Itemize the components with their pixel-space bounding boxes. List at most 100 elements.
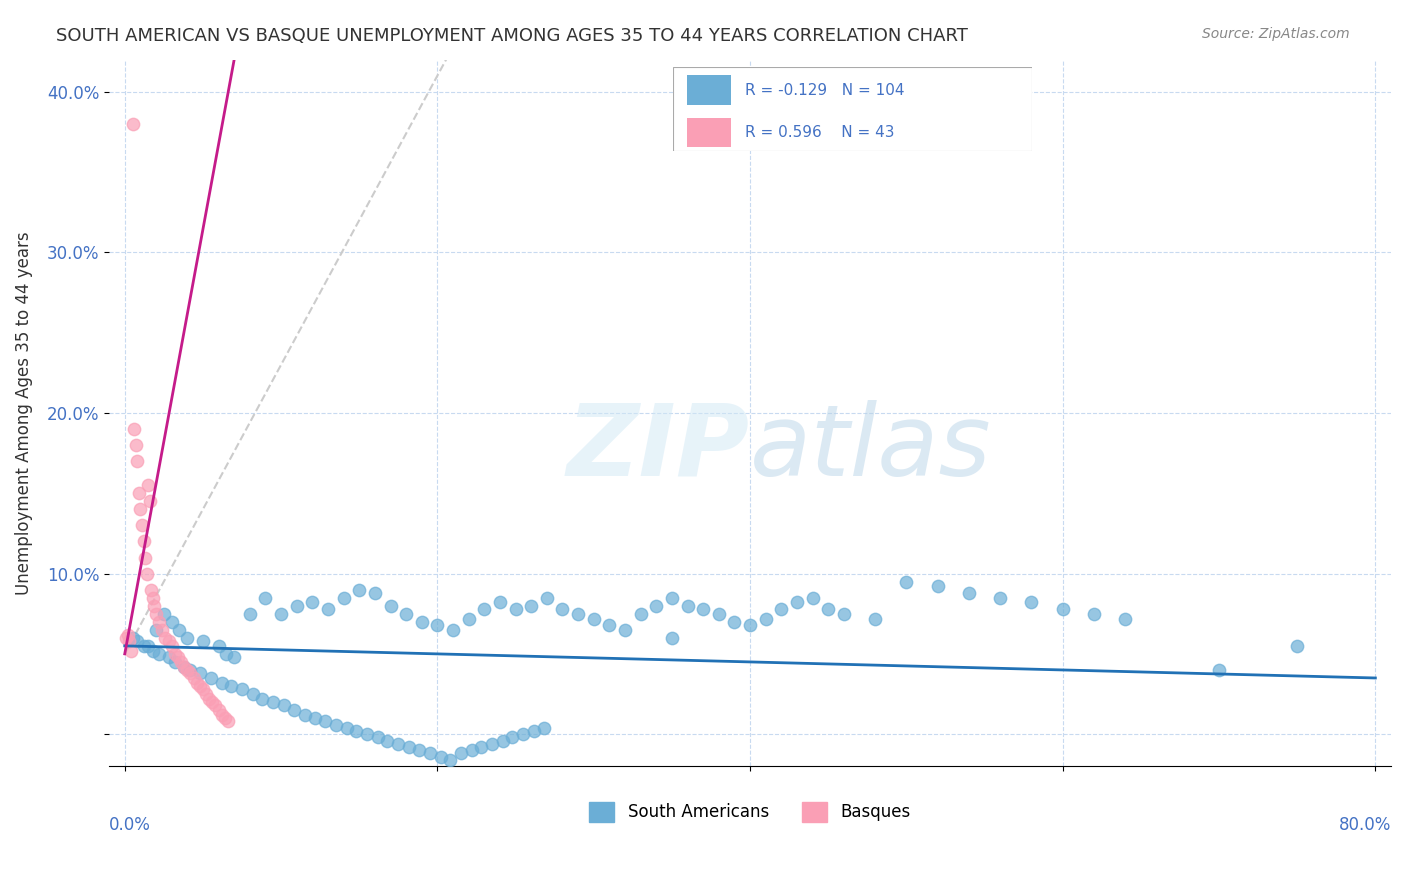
- Point: [285, 599, 308, 613]
- Point: [692, 602, 714, 616]
- Point: [217, 714, 239, 729]
- Point: [150, 623, 173, 637]
- Point: [136, 639, 159, 653]
- Point: [219, 679, 242, 693]
- Point: [536, 591, 558, 605]
- Point: [377, 733, 399, 747]
- Point: [188, 679, 211, 693]
- Point: [598, 618, 620, 632]
- Text: ZIP: ZIP: [567, 400, 749, 497]
- Point: [441, 623, 464, 637]
- Point: [125, 438, 148, 452]
- Point: [927, 579, 949, 593]
- Point: [131, 518, 153, 533]
- Point: [153, 607, 176, 621]
- Point: [173, 659, 195, 673]
- Point: [142, 591, 165, 605]
- Point: [145, 623, 167, 637]
- Point: [614, 623, 637, 637]
- Point: [1208, 663, 1230, 677]
- Point: [211, 675, 233, 690]
- Point: [426, 618, 449, 632]
- Point: [115, 631, 138, 645]
- Point: [170, 655, 193, 669]
- Point: [191, 634, 214, 648]
- Point: [254, 591, 277, 605]
- Point: [523, 723, 546, 738]
- Point: [461, 743, 484, 757]
- Point: [160, 639, 183, 653]
- Point: [336, 721, 359, 735]
- Point: [398, 739, 420, 754]
- Point: [630, 607, 652, 621]
- Point: [136, 478, 159, 492]
- Point: [439, 753, 461, 767]
- Point: [387, 737, 409, 751]
- Point: [832, 607, 855, 621]
- Point: [429, 749, 451, 764]
- Point: [139, 494, 162, 508]
- Point: [1021, 595, 1043, 609]
- Point: [314, 714, 336, 729]
- Point: [155, 631, 177, 645]
- Point: [301, 595, 323, 609]
- Point: [505, 602, 527, 616]
- Point: [127, 454, 149, 468]
- Point: [176, 663, 198, 677]
- Point: [304, 711, 326, 725]
- Point: [551, 602, 574, 616]
- Point: [163, 655, 186, 669]
- Point: [141, 582, 163, 597]
- Point: [344, 723, 367, 738]
- Point: [201, 695, 224, 709]
- Point: [1114, 611, 1136, 625]
- Point: [188, 666, 211, 681]
- Point: [157, 650, 180, 665]
- Point: [262, 695, 284, 709]
- Text: 0.0%: 0.0%: [110, 816, 150, 834]
- Point: [132, 534, 155, 549]
- Point: [489, 595, 512, 609]
- Point: [567, 607, 589, 621]
- Point: [294, 707, 316, 722]
- Point: [770, 602, 793, 616]
- Point: [169, 623, 191, 637]
- Point: [134, 550, 156, 565]
- Point: [470, 739, 492, 754]
- Point: [207, 639, 229, 653]
- Point: [676, 599, 699, 613]
- Point: [896, 574, 918, 589]
- Point: [364, 586, 387, 600]
- Text: SOUTH AMERICAN VS BASQUE UNEMPLOYMENT AMONG AGES 35 TO 44 YEARS CORRELATION CHAR: SOUTH AMERICAN VS BASQUE UNEMPLOYMENT AM…: [56, 27, 969, 45]
- Point: [325, 717, 347, 731]
- Point: [148, 615, 170, 629]
- Point: [786, 595, 808, 609]
- Point: [198, 691, 221, 706]
- Point: [224, 650, 246, 665]
- Point: [160, 615, 183, 629]
- Point: [707, 607, 730, 621]
- Point: [142, 643, 165, 657]
- Point: [801, 591, 824, 605]
- Point: [211, 707, 233, 722]
- Text: 80.0%: 80.0%: [1339, 816, 1391, 834]
- Point: [242, 687, 264, 701]
- Point: [122, 422, 145, 436]
- Point: [132, 639, 155, 653]
- Point: [457, 611, 479, 625]
- Point: [411, 615, 433, 629]
- Point: [380, 599, 402, 613]
- Point: [121, 631, 143, 645]
- Point: [117, 627, 139, 641]
- Point: [349, 582, 371, 597]
- Point: [200, 671, 222, 685]
- Point: [214, 711, 236, 725]
- Point: [173, 659, 195, 673]
- Point: [179, 666, 201, 681]
- Point: [472, 602, 495, 616]
- Point: [661, 631, 683, 645]
- Point: [1083, 607, 1105, 621]
- Point: [512, 727, 534, 741]
- Point: [316, 602, 339, 616]
- Legend: South Americans, Basques: South Americans, Basques: [582, 795, 918, 829]
